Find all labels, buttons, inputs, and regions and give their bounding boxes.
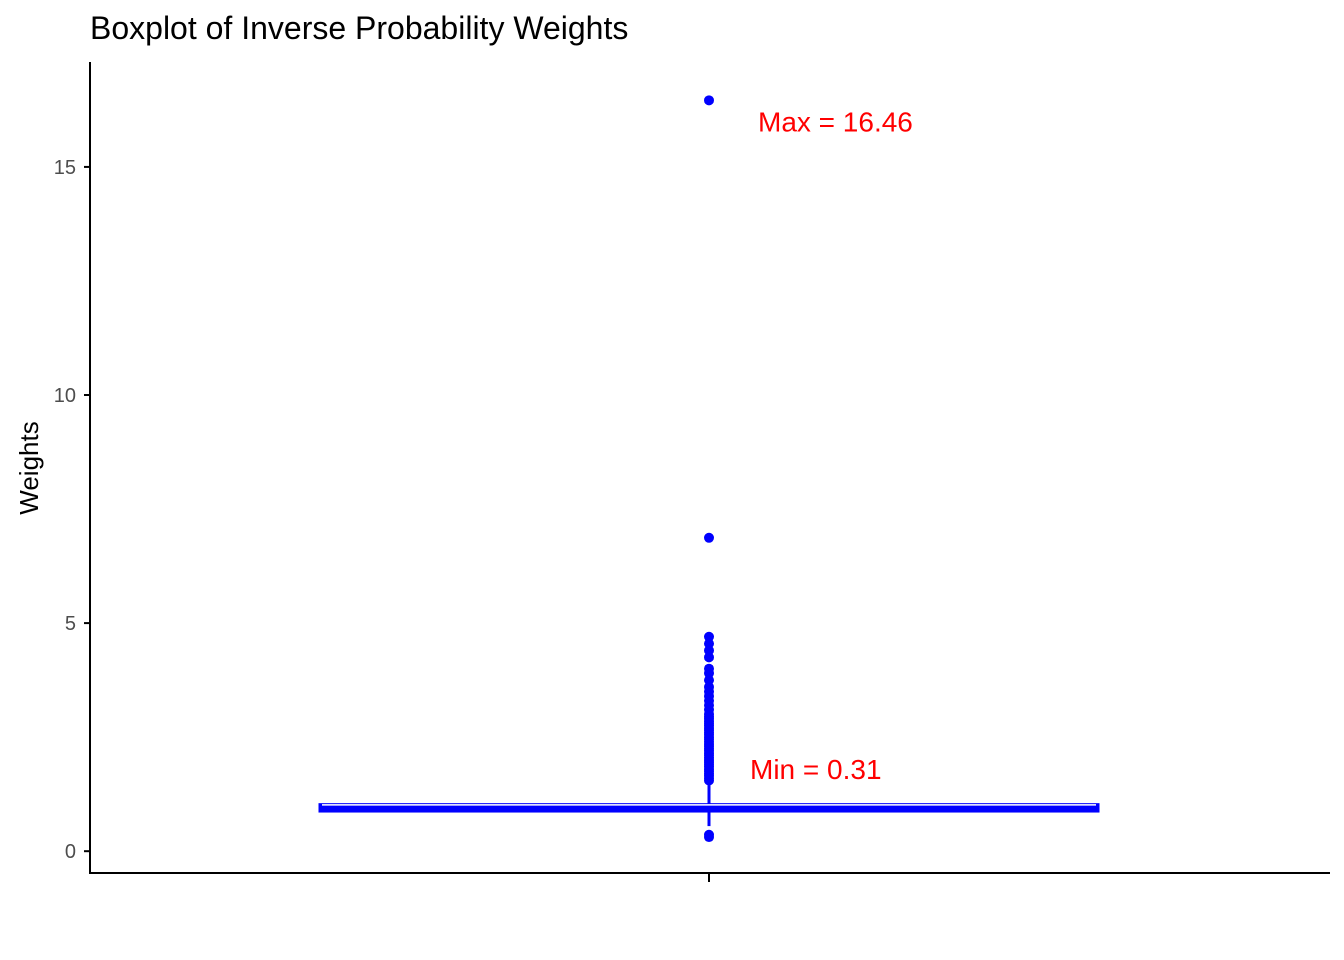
y-tick-label: 15 — [54, 157, 76, 179]
chart-title: Boxplot of Inverse Probability Weights — [90, 10, 629, 46]
outlier-point — [704, 652, 714, 663]
y-tick-label: 0 — [65, 841, 76, 863]
box — [318, 803, 1100, 813]
y-axis-title: Weights — [14, 421, 44, 514]
outlier-point — [704, 95, 714, 106]
y-ticks: 0 5 10 15 — [54, 157, 90, 863]
outlier-point — [704, 675, 714, 686]
y-tick-label: 10 — [54, 385, 76, 407]
outlier-point — [704, 663, 714, 674]
outlier-point — [704, 681, 714, 692]
outlier-point — [704, 532, 714, 543]
outlier-point — [704, 645, 714, 656]
axes — [89, 62, 1330, 882]
outliers — [704, 95, 714, 843]
min-annotation: Min = 0.31 — [750, 754, 882, 785]
box-iqr — [318, 803, 1100, 813]
outlier-point — [704, 638, 714, 649]
annotations: Max = 16.46 Min = 0.31 — [750, 106, 913, 785]
outlier-point — [704, 829, 714, 840]
outlier-point — [704, 631, 714, 642]
max-annotation: Max = 16.46 — [758, 106, 913, 137]
y-tick-label: 5 — [65, 613, 76, 635]
